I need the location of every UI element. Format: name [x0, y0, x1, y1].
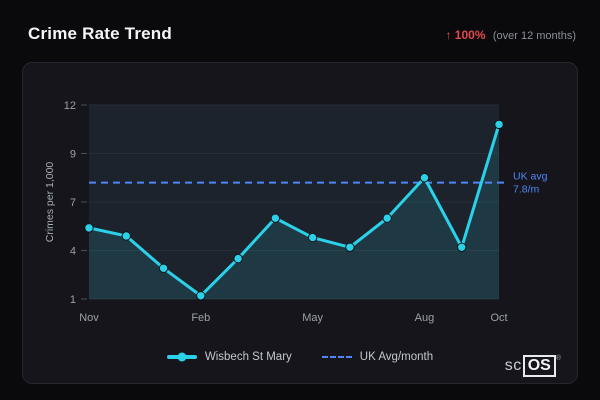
svg-text:Nov: Nov	[79, 312, 99, 324]
svg-text:7.8/m: 7.8/m	[513, 184, 540, 196]
svg-text:Feb: Feb	[191, 312, 210, 324]
solid-line-icon	[166, 352, 197, 362]
up-arrow-icon: ↑	[445, 28, 452, 42]
chart-area: 1 4 7 9 12 UK avg 7.8/m Nov Feb May Aug Oct Crimes p…	[29, 77, 574, 340]
legend-label-avg: UK Avg/month	[359, 351, 434, 363]
header: Crime Rate Trend ↑ 100% (over 12 months)	[28, 24, 576, 44]
legend-item-series: Wisbech St Mary	[166, 351, 292, 363]
change-note: (over 12 months)	[492, 30, 576, 42]
svg-text:UK avg: UK avg	[513, 171, 548, 183]
scos-logo: sc OS ®	[505, 355, 561, 377]
legend-item-avg: UK Avg/month	[321, 351, 434, 363]
change-percent: 100%	[454, 28, 486, 42]
dashed-line-icon	[321, 356, 352, 358]
chart-legend: Wisbech St Mary UK Avg/month	[23, 351, 577, 363]
change-stat: ↑ 100% (over 12 months)	[445, 28, 576, 42]
svg-text:12: 12	[64, 100, 76, 112]
svg-text:Oct: Oct	[490, 312, 507, 324]
svg-text:7: 7	[70, 197, 76, 209]
page-title: Crime Rate Trend	[28, 24, 172, 43]
svg-text:9: 9	[70, 149, 76, 161]
svg-text:Aug: Aug	[415, 312, 435, 324]
logo-box: OS	[522, 355, 556, 377]
svg-text:1: 1	[70, 294, 76, 306]
svg-text:Crimes per 1,000: Crimes per 1,000	[44, 162, 56, 243]
svg-text:May: May	[302, 312, 323, 324]
chart-card: 1 4 7 9 12 UK avg 7.8/m Nov Feb May Aug Oct Crimes p…	[22, 62, 578, 384]
logo-prefix: sc	[504, 357, 522, 375]
svg-text:4: 4	[70, 246, 76, 258]
legend-label-series: Wisbech St Mary	[204, 351, 292, 363]
point-marker-icon	[177, 352, 187, 362]
registered-mark: ®	[555, 355, 561, 363]
